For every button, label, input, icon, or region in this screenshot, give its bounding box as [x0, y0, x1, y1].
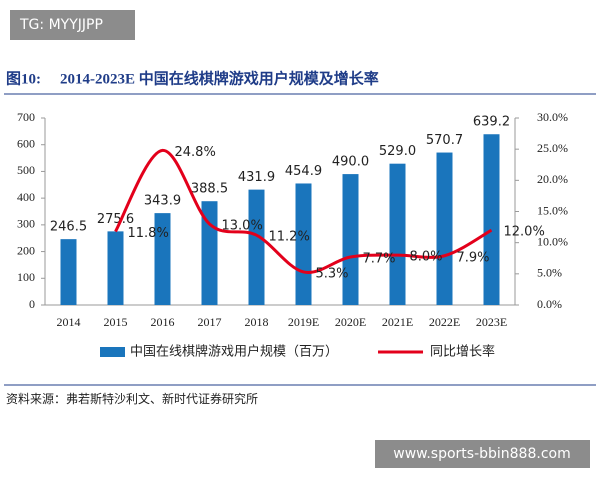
x-tick-label: 2017 — [198, 315, 222, 329]
bar — [342, 174, 359, 305]
x-tick-label: 2016 — [151, 315, 175, 329]
line-value-label: 8.0% — [410, 250, 443, 265]
line-value-label: 12.0% — [504, 225, 545, 240]
line-value-label: 7.7% — [363, 252, 396, 267]
y2-tick-label: 5.0% — [537, 266, 562, 280]
y-tick-label: 200 — [17, 243, 35, 257]
bar — [154, 213, 171, 305]
watermark-box — [375, 440, 590, 468]
y-tick-label: 0 — [29, 297, 35, 311]
y2-tick-label: 25.0% — [537, 141, 568, 155]
y-tick-label: 600 — [17, 136, 35, 150]
bar-value-label: 490.0 — [332, 155, 369, 170]
bar — [389, 163, 406, 305]
x-tick-label: 2018 — [245, 315, 269, 329]
x-tick-label: 2019E — [288, 315, 319, 329]
line-value-label: 13.0% — [222, 218, 263, 233]
bar-value-label: 431.9 — [238, 170, 275, 185]
bar — [295, 183, 312, 305]
line-value-label: 24.8% — [175, 145, 216, 160]
line — [114, 148, 493, 274]
bar — [60, 239, 77, 305]
x-tick-label: 2022E — [429, 315, 460, 329]
bar-value-label: 639.2 — [473, 115, 510, 130]
watermark: www.sports-bbin888.com — [393, 446, 570, 462]
x-tick-label: 2014 — [57, 315, 81, 329]
bar-value-label: 454.9 — [285, 164, 322, 179]
line-value-label: 7.9% — [457, 250, 490, 265]
bar-value-label: 388.5 — [191, 182, 228, 197]
y-tick-label: 300 — [17, 217, 35, 231]
line-value-label: 5.3% — [316, 266, 349, 281]
y2-tick-label: 10.0% — [537, 234, 568, 248]
line-value-label: 11.8% — [128, 226, 169, 241]
legend-swatch — [100, 347, 125, 357]
x-tick-label: 2020E — [335, 315, 366, 329]
bar-value-label: 529.0 — [379, 144, 416, 159]
watermark: TG: MYYJJPP — [19, 17, 103, 33]
bar — [248, 189, 265, 305]
bar-value-label: 246.5 — [50, 220, 87, 235]
legend-label: 中国在线棋牌游戏用户规模（百万） — [130, 344, 338, 360]
watermark-box — [10, 10, 135, 40]
y2-tick-label: 0.0% — [537, 297, 562, 311]
bar — [107, 231, 124, 305]
x-tick-label: 2021E — [382, 315, 413, 329]
y2-tick-label: 15.0% — [537, 203, 568, 217]
bar — [436, 152, 453, 305]
y-tick-label: 700 — [17, 110, 35, 124]
y-tick-label: 500 — [17, 163, 35, 177]
bar-value-label: 570.7 — [426, 133, 463, 148]
bar-value-label: 343.9 — [144, 194, 181, 209]
line-value-label: 11.2% — [269, 230, 310, 245]
bar — [483, 134, 500, 305]
x-tick-label: 2023E — [476, 315, 507, 329]
y2-tick-label: 30.0% — [537, 110, 568, 124]
y-tick-label: 100 — [17, 270, 35, 284]
chart-title: 2014-2023E 中国在线棋牌游戏用户规模及增长率 — [60, 69, 379, 87]
y-tick-label: 400 — [17, 190, 35, 204]
x-tick-label: 2015 — [104, 315, 128, 329]
source: 资料来源：弗若斯特沙利文、新时代证券研究所 — [6, 391, 258, 406]
figure-label: 图10: — [6, 70, 41, 87]
bar-value-label: 275.6 — [97, 212, 134, 227]
y2-tick-label: 20.0% — [537, 172, 568, 186]
legend-label: 同比增长率 — [430, 344, 495, 360]
